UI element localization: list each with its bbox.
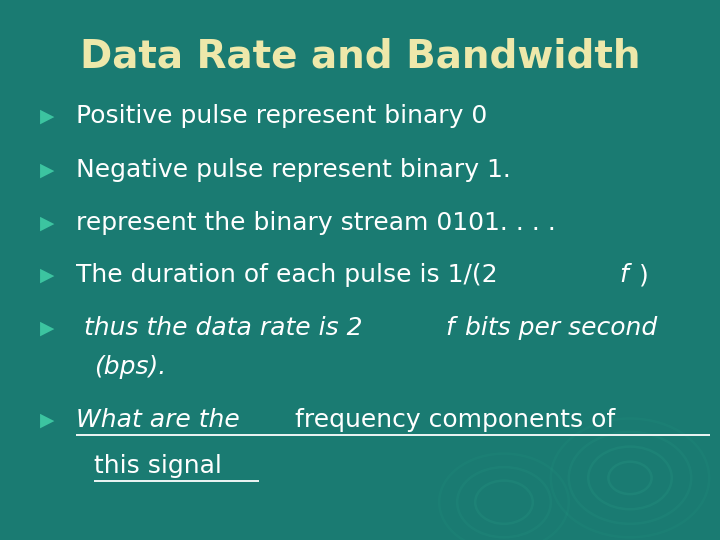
Text: The duration of each pulse is 1/(2: The duration of each pulse is 1/(2 <box>76 264 498 287</box>
Text: (bps).: (bps). <box>94 355 166 379</box>
Text: ): ) <box>631 264 649 287</box>
Text: ▶: ▶ <box>40 318 54 338</box>
Text: frequency components of: frequency components of <box>287 408 615 432</box>
Text: ▶: ▶ <box>40 213 54 233</box>
Text: Positive pulse represent binary 0: Positive pulse represent binary 0 <box>76 104 487 128</box>
Text: represent the binary stream 0101. . . .: represent the binary stream 0101. . . . <box>76 211 555 235</box>
Text: Data Rate and Bandwidth: Data Rate and Bandwidth <box>80 38 640 76</box>
Text: Negative pulse represent binary 1.: Negative pulse represent binary 1. <box>76 158 510 182</box>
Text: this signal: this signal <box>94 454 222 478</box>
Text: ▶: ▶ <box>40 160 54 180</box>
Text: ▶: ▶ <box>40 106 54 126</box>
Text: f: f <box>445 316 454 340</box>
Text: ▶: ▶ <box>40 410 54 430</box>
Text: thus the data rate is 2: thus the data rate is 2 <box>76 316 362 340</box>
Text: What are the: What are the <box>76 408 239 432</box>
Text: f: f <box>620 264 629 287</box>
Text: bits per second: bits per second <box>456 316 657 340</box>
Text: ▶: ▶ <box>40 266 54 285</box>
